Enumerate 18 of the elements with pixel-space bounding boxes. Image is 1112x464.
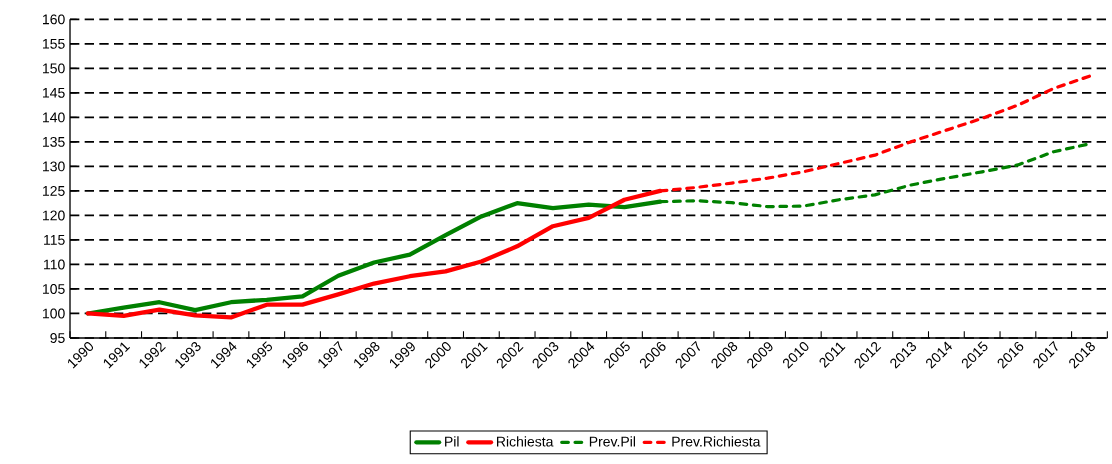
- legend-label: Pil: [445, 436, 459, 447]
- y-tick-label: 115: [44, 235, 65, 245]
- y-tick-label: 100: [43, 308, 65, 319]
- legend-label: Prev.Pil: [589, 436, 635, 447]
- legend-label: Prev.Richiesta: [672, 436, 761, 447]
- y-tick-label: 130: [43, 161, 65, 172]
- y-tick-label: 120: [43, 210, 65, 221]
- legend-label: Richiesta: [497, 436, 554, 447]
- y-tick-label: 160: [43, 14, 65, 25]
- y-tick-label: 135: [43, 136, 65, 147]
- y-tick-label: 145: [43, 88, 65, 98]
- y-tick-label: 155: [43, 38, 65, 49]
- y-tick-label: 105: [43, 284, 65, 294]
- y-tick-label: 140: [43, 112, 65, 123]
- y-tick-label: 150: [43, 63, 65, 74]
- y-tick-label: 110: [44, 259, 65, 270]
- y-tick-label: 125: [43, 185, 65, 196]
- y-tick-label: 95: [50, 333, 65, 343]
